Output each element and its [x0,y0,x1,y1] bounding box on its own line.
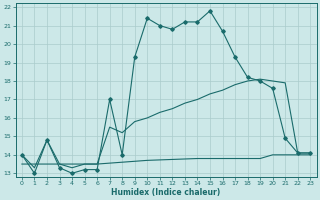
X-axis label: Humidex (Indice chaleur): Humidex (Indice chaleur) [111,188,221,197]
